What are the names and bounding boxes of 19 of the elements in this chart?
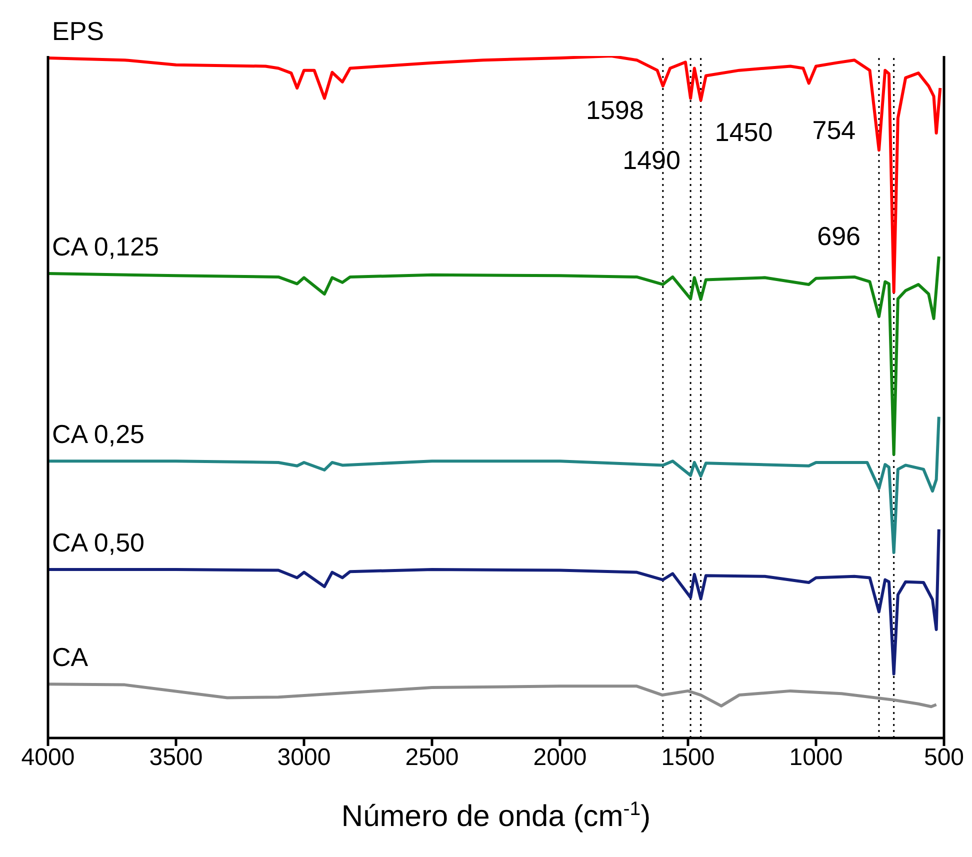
ref-line-label: 696 [817,221,861,251]
x-tick-label: 2000 [533,744,587,772]
series-label: EPS [52,16,104,46]
ref-line-label: 1598 [586,95,644,125]
ref-line-label: 1450 [714,117,773,147]
x-axis-title: Número de onda (cm$^{-1}$) [341,798,651,833]
ref-line-label: 754 [812,115,856,145]
x-tick-label: 1500 [661,744,715,772]
series-label: CA 0,25 [52,419,145,450]
ref-line-label: 1490 [622,145,680,175]
x-tick-label: 1000 [789,744,843,772]
x-tick-label: 2500 [405,744,459,772]
x-tick-label: 4000 [21,744,75,772]
x-tick-label: 500 [924,744,964,772]
series-label: CA 0,125 [52,232,159,262]
x-tick-label: 3500 [149,744,203,772]
x-tick-label: 3000 [277,744,331,772]
series-label: CA 0,50 [52,528,145,558]
series-label: CA [52,642,89,672]
